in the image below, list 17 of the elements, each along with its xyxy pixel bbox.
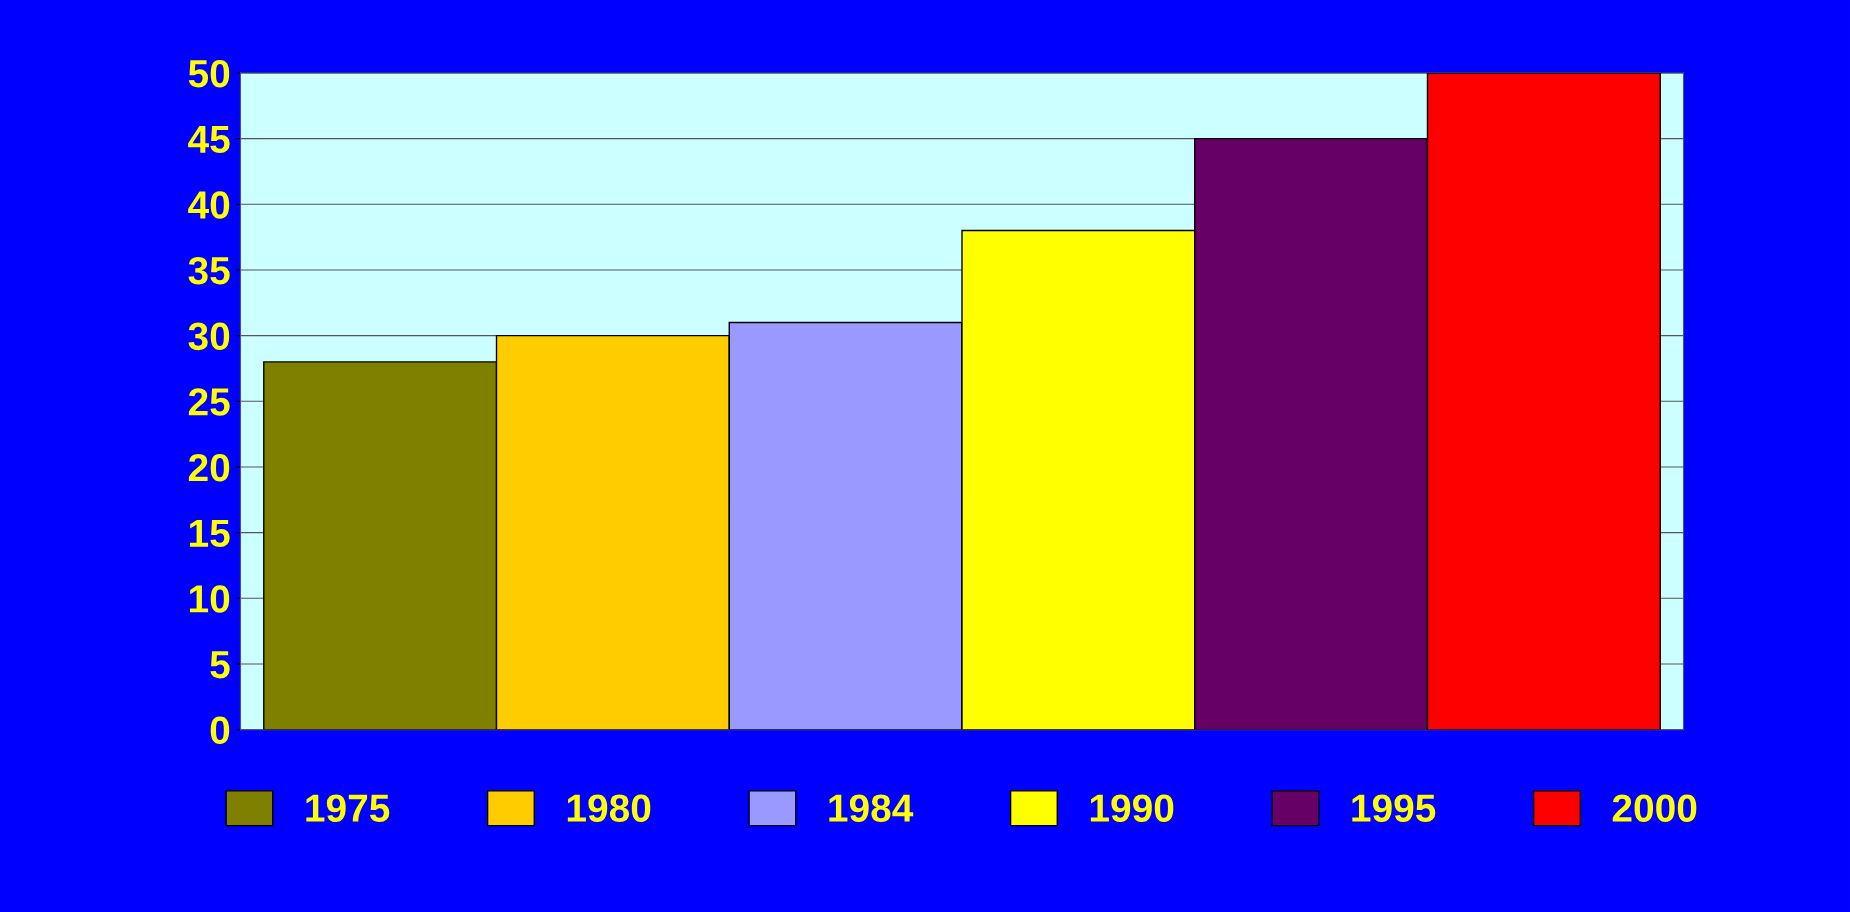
legend-label: 1990: [1090, 794, 1174, 822]
y-tick-label: 25: [188, 388, 230, 416]
legend-label: 1980: [567, 794, 651, 822]
legend-label: 1984: [829, 794, 914, 822]
y-tick-label: 40: [188, 191, 230, 219]
y-tick-label: 30: [188, 322, 230, 351]
legend-label: 1975: [306, 794, 390, 822]
y-tick-label: 10: [189, 585, 230, 613]
y-tick-label: 45: [188, 125, 230, 154]
y-tick-label: 50: [188, 59, 230, 88]
y-tick-label: 35: [188, 256, 230, 285]
legend-label: 1995: [1352, 794, 1436, 822]
y-tick-label: 15: [189, 519, 230, 548]
y-tick-label: 5: [210, 651, 230, 679]
legend-label: 2000: [1612, 794, 1697, 822]
y-tick-label: 20: [188, 453, 230, 482]
y-tick-label: 0: [210, 716, 230, 745]
